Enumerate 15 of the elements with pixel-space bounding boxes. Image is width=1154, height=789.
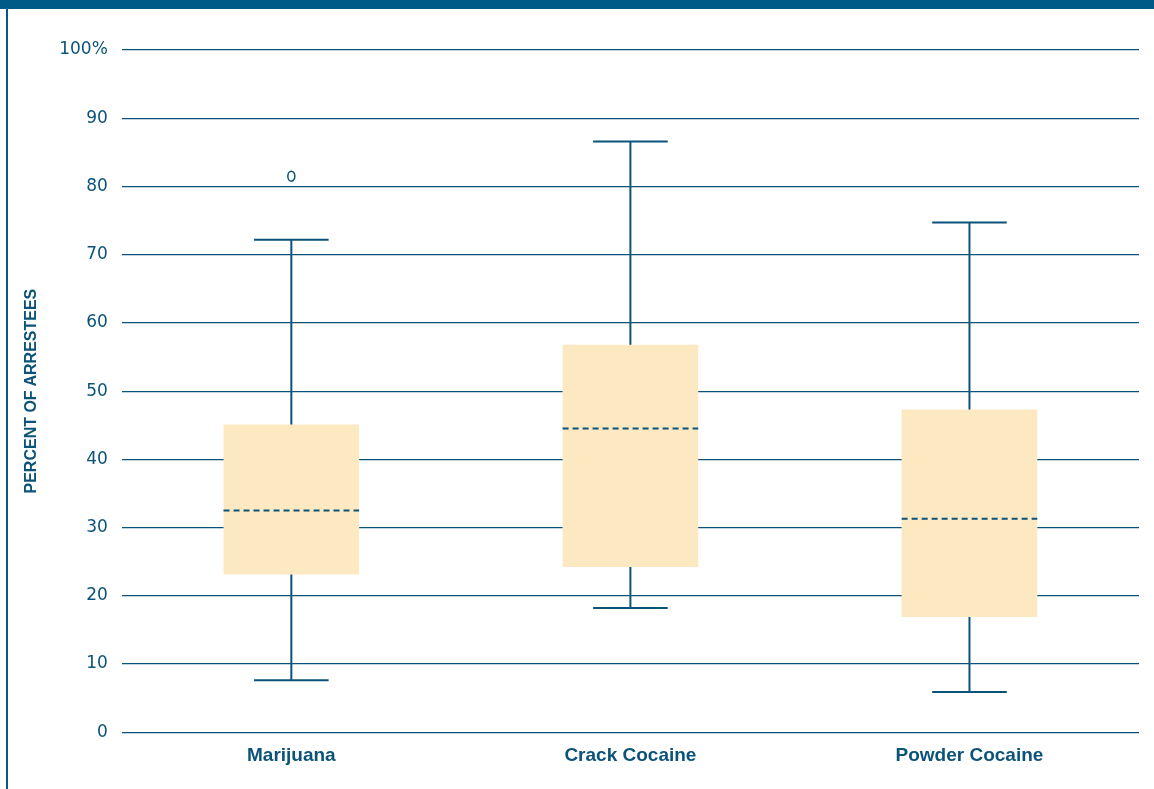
- y-tick-label: 80: [86, 174, 108, 195]
- y-tick-label: 50: [86, 379, 108, 400]
- y-tick-label: 30: [86, 515, 108, 536]
- y-tick-label: 0: [96, 720, 108, 741]
- y-tick-label: 60: [86, 311, 108, 332]
- y-axis-title: PERCENT OF ARRESTEES: [22, 288, 40, 494]
- y-tick-label: 20: [86, 584, 108, 605]
- y-tick-label: 10: [86, 652, 108, 673]
- y-tick-label: 70: [86, 243, 108, 264]
- y-tick-label: 40: [86, 447, 108, 468]
- y-tick-label: 90: [86, 106, 108, 127]
- x-tick-label: Marijuana: [246, 743, 337, 765]
- x-tick-label: Powder Cocaine: [895, 743, 1044, 765]
- x-tick-label: Crack Cocaine: [564, 743, 697, 765]
- y-tick-label: 100%: [59, 38, 108, 59]
